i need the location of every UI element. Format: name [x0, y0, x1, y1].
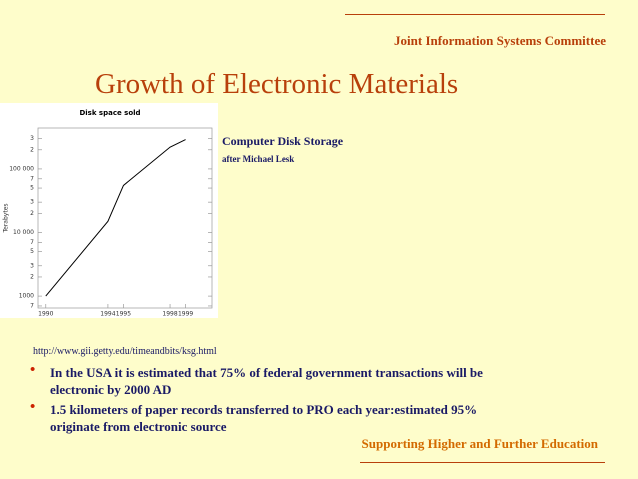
chart: Disk space sold Terabytes 7 1000 2 3 5 7 10 00…	[0, 103, 218, 318]
caption-credit: after Michael Lesk	[222, 154, 295, 164]
chart-background	[0, 103, 218, 318]
footer: Supporting Higher and Further Education	[361, 436, 598, 451]
y-tick-label: 7	[30, 239, 34, 246]
x-tick-label: 1999	[178, 311, 193, 318]
plot-frame	[37, 127, 213, 309]
data-line	[45, 139, 186, 297]
y-tick-label: 2	[30, 146, 34, 153]
y-tick-label: 3	[30, 262, 34, 269]
y-tick-label: 2	[30, 210, 34, 217]
y-tick-label: 10 000	[13, 229, 34, 236]
bullet-marker: •	[30, 362, 36, 378]
y-tick-label: 3	[30, 199, 34, 206]
caption-title: Computer Disk Storage	[222, 134, 344, 148]
x-tick-label: 1998	[162, 311, 177, 318]
bottom-rule	[360, 462, 605, 463]
y-tick-label: 3	[30, 135, 34, 142]
bullet: In the USA it is estimated that 75% of f…	[50, 365, 483, 397]
chart-title: Disk space sold	[79, 109, 140, 117]
x-tick-label: 1990	[38, 311, 53, 318]
y-tick-label: 7	[30, 302, 34, 309]
y-tick-label: 100 000	[9, 165, 34, 172]
y-tick-label: 7	[30, 175, 34, 182]
y-tick-label: 5	[30, 185, 34, 192]
y-tick-label: 1000	[19, 293, 34, 300]
x-tick-label: 1994	[100, 311, 115, 318]
top-rule	[345, 14, 605, 15]
bullet: 1.5 kilometers of paper records transfer…	[50, 402, 478, 434]
y-axis-label: Terabytes	[3, 203, 10, 233]
bullet-marker: •	[30, 399, 36, 415]
y-tick-label: 2	[30, 273, 34, 280]
organization: Joint Information Systems Committee	[394, 33, 606, 48]
slide-title: Growth of Electronic Materials	[95, 68, 459, 100]
x-tick-label: 1995	[116, 311, 131, 318]
source-url: http://www.gii.getty.edu/timeandbits/ksg…	[33, 346, 217, 357]
y-tick-label: 5	[30, 248, 34, 255]
